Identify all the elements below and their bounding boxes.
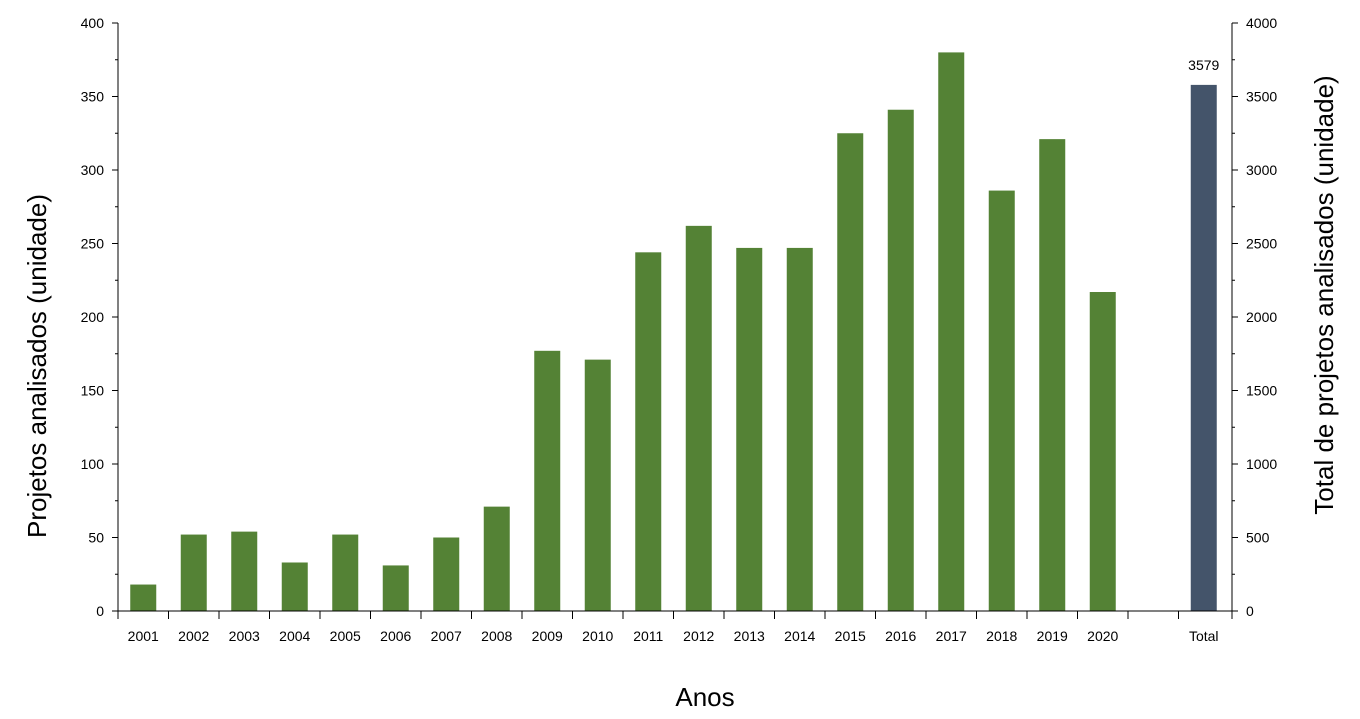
y-tick-label: 200 (81, 309, 105, 325)
x-tick-label: 2016 (885, 628, 916, 644)
plot-area: 3579050100150200250300350400050010001500… (81, 15, 1278, 644)
bar-2009 (534, 350, 561, 611)
x-tick-label: 2020 (1087, 628, 1118, 644)
y2-tick-label: 3000 (1246, 162, 1277, 178)
x-tick-label: 2005 (330, 628, 361, 644)
x-tick-label: 2004 (279, 628, 310, 644)
x-tick-label: 2003 (229, 628, 260, 644)
y-tick-label: 100 (81, 456, 105, 472)
bar-2006 (382, 565, 409, 611)
y-tick-label: 50 (88, 530, 104, 546)
bar-2013 (736, 247, 763, 611)
x-tick-label: 2007 (431, 628, 462, 644)
y-axis-title: Projetos analisados (unidade) (22, 194, 52, 538)
bar-2002 (180, 534, 207, 611)
y-tick-label: 0 (96, 603, 104, 619)
bar-2019 (1039, 139, 1066, 611)
y2-tick-label: 0 (1246, 603, 1254, 619)
bar-2014 (786, 247, 813, 611)
bar-2016 (887, 109, 914, 611)
y-tick-label: 250 (81, 236, 105, 252)
x-tick-label: 2002 (178, 628, 209, 644)
bar-2004 (281, 562, 308, 611)
x-axis-title: Anos (675, 682, 734, 712)
y2-tick-label: 2000 (1246, 309, 1277, 325)
x-tick-label: 2017 (936, 628, 967, 644)
y2-tick-label: 1500 (1246, 383, 1277, 399)
y2-axis-title: Total de projetos analisados (unidade) (1309, 75, 1339, 514)
x-tick-label: 2013 (734, 628, 765, 644)
bar-2018 (988, 190, 1015, 611)
x-tick-label: 2001 (128, 628, 159, 644)
x-tick-label: 2006 (380, 628, 411, 644)
bar-2012 (685, 225, 712, 612)
data-label-total: 3579 (1188, 57, 1219, 73)
bar-2017 (938, 52, 965, 611)
bar-2011 (635, 252, 662, 611)
x-tick-label: 2009 (532, 628, 563, 644)
bar-2001 (130, 584, 157, 611)
x-tick-label: 2010 (582, 628, 613, 644)
x-tick-label: 2012 (683, 628, 714, 644)
y-tick-label: 400 (81, 15, 105, 31)
x-tick-label: 2008 (481, 628, 512, 644)
y2-tick-label: 2500 (1246, 236, 1277, 252)
bar-2015 (837, 133, 864, 611)
bar-2003 (231, 531, 258, 611)
bar-2005 (332, 534, 359, 611)
y-tick-label: 300 (81, 162, 105, 178)
bar-2010 (584, 359, 611, 611)
x-tick-label: 2018 (986, 628, 1017, 644)
x-tick-label: 2011 (633, 628, 663, 644)
x-tick-label: Total (1189, 628, 1219, 644)
y2-tick-label: 4000 (1246, 15, 1277, 31)
y2-tick-label: 1000 (1246, 456, 1277, 472)
x-tick-label: 2019 (1037, 628, 1068, 644)
y-tick-label: 150 (81, 383, 105, 399)
bar-2007 (433, 537, 460, 611)
y-tick-label: 350 (81, 89, 105, 105)
bar-2008 (483, 506, 510, 611)
bar-2020 (1089, 292, 1116, 611)
x-tick-label: 2014 (784, 628, 815, 644)
bar-total (1190, 84, 1217, 611)
y2-tick-label: 500 (1246, 530, 1270, 546)
y2-tick-label: 3500 (1246, 89, 1277, 105)
x-tick-label: 2015 (835, 628, 866, 644)
